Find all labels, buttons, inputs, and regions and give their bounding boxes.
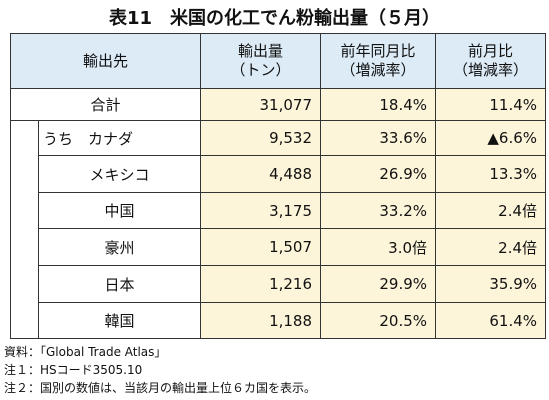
value-cell: 2.4倍 (435, 228, 547, 266)
value-cell: 13.3% (435, 155, 547, 193)
value-cell: ▲6.6% (435, 120, 547, 156)
data-row: うち カナダ 9,532 33.6% ▲6.6% (10, 120, 547, 339)
name-cell: うち カナダ (37, 120, 202, 156)
header-cell: 前年同月比 （増減率） (320, 33, 437, 89)
name-cell: 日本 (37, 265, 202, 303)
name-cell: メキシコ (37, 155, 202, 193)
header-row: 輸出先 輸出量 （トン） 前年同月比 （増減率） 前月比 （増減率） (9, 33, 547, 89)
value-cell: 20.5% (320, 302, 437, 339)
header-cell: 輸出量 （トン） (200, 33, 322, 89)
value-cell: 33.6% (320, 120, 437, 156)
data-row: 日本 1,216 29.9% 35.9% (11, 265, 547, 303)
value-cell: 3.0倍 (320, 228, 437, 266)
header-cell: 前月比 （増減率） (435, 33, 547, 89)
data-row: 豪州 1,507 3.0倍 2.4倍 (11, 228, 547, 266)
note: 資料：「Global Trade Atlas」 (4, 345, 167, 359)
header-text: （増減率） (453, 61, 529, 79)
value-cell: 61.4% (435, 302, 547, 339)
name-cell: 豪州 (37, 228, 202, 266)
value-cell: 11.4% (435, 88, 547, 121)
name-cell: 韓国 (37, 302, 202, 339)
title: 表11 米国の化工でん粉輸出量（５月） (108, 8, 441, 29)
value-cell: 9,532 (200, 120, 322, 156)
table: 輸出先 輸出量 （トン） 前年同月比 （増減率） 前月比 （増減率） 合計 31,077 18.4… (9, 33, 547, 339)
value-cell: 31,077 (200, 88, 322, 121)
name-cell: 中国 (37, 192, 202, 229)
data-row: 韓国 1,188 20.5% 61.4% (11, 302, 547, 339)
value-cell: 29.9% (320, 265, 437, 303)
header-cell: 輸出先 (9, 33, 202, 89)
indent-cell (10, 120, 39, 339)
value-cell: 4,488 (200, 155, 322, 193)
data-row: メキシコ 4,488 26.9% 13.3% (11, 155, 547, 193)
value-cell: 3,175 (200, 192, 322, 229)
value-cell: 2.4倍 (435, 192, 547, 229)
note: 注１：HSコード3505.10 (4, 363, 143, 377)
value-cell: 35.9% (435, 265, 547, 303)
header-text: 輸出量 (238, 42, 284, 60)
header-text: 輸出先 (83, 51, 129, 70)
value-cell: 26.9% (320, 155, 437, 193)
note: 注２：国別の数値は、当該月の輸出量上位６カ国を表示。 (4, 381, 317, 395)
value-cell: 33.2% (320, 192, 437, 229)
header-text: 前月比 (468, 42, 514, 60)
data-row: 合計 31,077 18.4% 11.4% (9, 88, 547, 121)
table-body: 輸出先 輸出量 （トン） 前年同月比 （増減率） 前月比 （増減率） 合計 31,077 18.4… (9, 33, 547, 339)
data-row: 中国 3,175 33.2% 2.4倍 (11, 192, 547, 229)
value-cell: 1,507 (200, 228, 322, 266)
value-cell: 18.4% (320, 88, 437, 121)
header-text: 前年同月比 (340, 42, 416, 60)
header-text: （増減率） (340, 61, 416, 79)
header-text: （トン） (230, 61, 291, 79)
value-cell: 1,216 (200, 265, 322, 303)
name-cell: 合計 (9, 88, 202, 121)
value-cell: 1,188 (200, 302, 322, 339)
